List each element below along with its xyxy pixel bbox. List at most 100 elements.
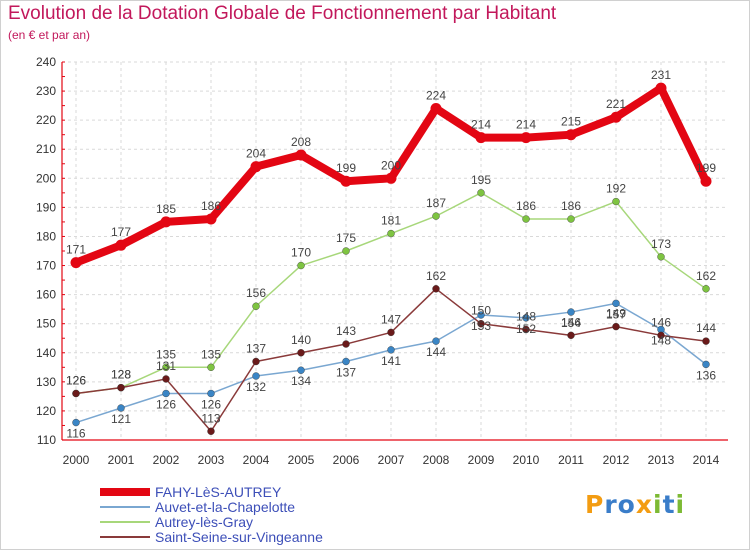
y-tick-label: 210 [36, 142, 56, 156]
data-label: 162 [696, 269, 716, 283]
data-label: 126 [66, 373, 86, 387]
data-point [342, 247, 350, 255]
data-point [477, 311, 485, 319]
x-tick-label: 2013 [648, 453, 675, 467]
data-point [162, 363, 170, 372]
x-tick-label: 2010 [513, 453, 540, 467]
data-label: 231 [651, 68, 671, 82]
data-point [297, 261, 305, 270]
data-label: 157 [606, 307, 626, 321]
data-label: 134 [291, 374, 311, 388]
data-label: 147 [381, 312, 401, 326]
y-tick-label: 150 [36, 317, 56, 331]
data-label: 121 [111, 412, 131, 426]
data-point [70, 257, 82, 269]
data-point [610, 111, 622, 123]
x-tick-label: 2006 [333, 453, 360, 467]
x-tick-label: 2009 [468, 453, 495, 467]
data-label: 186 [201, 199, 221, 213]
data-point [297, 349, 305, 357]
data-point [340, 175, 352, 187]
data-label: 149 [606, 307, 626, 321]
data-label: 177 [111, 225, 131, 239]
data-label: 113 [201, 411, 220, 425]
x-tick-label: 2002 [153, 453, 180, 467]
data-point [567, 308, 575, 316]
data-point [702, 285, 710, 293]
logo-letter: r [604, 490, 618, 519]
data-label: 136 [696, 368, 716, 382]
data-label: 186 [561, 199, 581, 213]
data-point [477, 189, 485, 197]
legend-label: FAHY-LèS-AUTREY [155, 484, 282, 500]
data-point [432, 285, 440, 293]
x-tick-label: 2007 [378, 453, 405, 467]
data-point [612, 322, 620, 331]
data-label: 208 [291, 135, 311, 149]
x-tick-label: 2004 [243, 453, 270, 467]
legend-label: Auvet-et-la-Chapelotte [155, 499, 295, 515]
data-point [162, 389, 170, 398]
data-point [297, 366, 305, 374]
data-point [432, 212, 440, 220]
data-point [567, 331, 575, 340]
data-point [477, 319, 485, 328]
data-point [657, 253, 665, 261]
data-label: 186 [516, 199, 536, 213]
data-point [565, 129, 577, 141]
logo-letter: t [662, 490, 676, 519]
data-point [72, 418, 80, 427]
data-label: 126 [201, 397, 221, 411]
data-point [342, 340, 350, 348]
data-label: 146 [561, 315, 581, 329]
data-label: 195 [471, 173, 491, 187]
data-point [522, 325, 530, 334]
data-label: 170 [291, 246, 311, 260]
data-label: 137 [246, 341, 266, 355]
data-point [432, 337, 440, 345]
data-label: 137 [336, 365, 356, 379]
data-label: 215 [561, 115, 581, 129]
data-point [657, 331, 665, 340]
data-label: 162 [426, 269, 446, 283]
data-point [655, 82, 667, 94]
data-point [612, 299, 620, 308]
data-point [702, 360, 710, 369]
y-tick-label: 120 [36, 404, 56, 418]
x-tick-label: 2005 [288, 453, 315, 467]
data-label: 156 [246, 286, 266, 300]
legend-label: Saint-Seine-sur-Vingeanne [155, 529, 323, 545]
data-label: 173 [651, 237, 671, 251]
data-label: 187 [426, 196, 446, 210]
data-point [385, 172, 397, 184]
data-point [387, 346, 395, 354]
data-label: 148 [516, 310, 536, 324]
data-point [700, 175, 712, 187]
data-point [522, 314, 530, 322]
logo-letter: P [585, 490, 605, 519]
data-label: 140 [291, 333, 311, 347]
data-label: 199 [336, 161, 356, 175]
data-label: 204 [246, 147, 266, 161]
data-label: 148 [651, 334, 671, 348]
data-point [207, 363, 215, 372]
data-label: 175 [336, 231, 356, 245]
y-tick-label: 110 [37, 433, 56, 447]
proxiti-logo: Proxiti [585, 490, 685, 519]
data-label: 128 [111, 368, 131, 382]
data-point [117, 383, 125, 392]
x-tick-label: 2014 [693, 453, 720, 467]
data-point [252, 302, 260, 310]
data-label: 214 [471, 118, 491, 132]
x-tick-label: 2001 [108, 453, 135, 467]
data-label: 126 [66, 373, 86, 387]
data-label: 221 [606, 97, 626, 111]
data-point [250, 161, 262, 173]
legend-label: Autrey-lès-Gray [155, 514, 253, 530]
data-label: 141 [381, 354, 401, 368]
data-label: 150 [471, 304, 491, 318]
data-label: 135 [201, 347, 221, 361]
data-label: 192 [606, 182, 626, 196]
